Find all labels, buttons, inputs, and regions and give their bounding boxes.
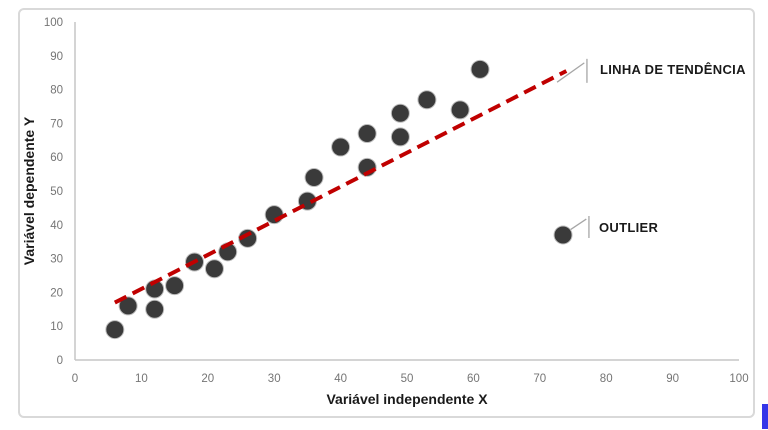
trend-callout: [556, 62, 585, 83]
scatter-point: [470, 59, 490, 79]
x-tick-label: 100: [729, 373, 748, 385]
x-tick-label: 10: [135, 373, 148, 385]
y-tick-label: 10: [50, 321, 63, 333]
y-tick-label: 70: [50, 118, 63, 130]
y-tick-label: 50: [50, 186, 63, 198]
y-tick-label: 100: [44, 17, 63, 29]
scatter-point: [165, 276, 185, 296]
x-tick-label: 20: [201, 373, 214, 385]
scatter-point: [105, 320, 125, 340]
scatter-point: [304, 167, 324, 187]
y-tick-label: 20: [50, 287, 63, 299]
outlier-point: [553, 225, 573, 245]
x-tick-label: 60: [467, 373, 480, 385]
x-axis-title: Variável independente X: [326, 391, 488, 407]
scatter-point: [145, 299, 165, 319]
x-tick-label: 30: [268, 373, 281, 385]
y-tick-label: 0: [57, 355, 63, 367]
scatter-point: [238, 228, 258, 248]
x-tick-label: 70: [533, 373, 546, 385]
scatter-point: [357, 124, 377, 144]
scatter-point: [264, 205, 284, 225]
scatter-point: [204, 259, 224, 279]
scatter-point: [450, 100, 470, 120]
outlier-label: OUTLIER: [599, 220, 659, 235]
scatter-point: [390, 127, 410, 147]
x-tick-label: 0: [72, 373, 78, 385]
scatter-point: [118, 296, 138, 316]
scatter-point: [417, 90, 437, 110]
trend-line: [113, 69, 568, 305]
x-tick-label: 40: [334, 373, 347, 385]
cursor-bar: [762, 404, 768, 429]
y-tick-label: 40: [50, 220, 63, 232]
y-tick-label: 80: [50, 85, 63, 97]
y-tick-label: 60: [50, 152, 63, 164]
x-tick-label: 90: [666, 373, 679, 385]
chart-frame: [18, 8, 755, 418]
x-tick-label: 80: [600, 373, 613, 385]
trend-line-label: LINHA DE TENDÊNCIA: [600, 62, 746, 77]
x-tick-label: 50: [401, 373, 414, 385]
scatter-point: [390, 103, 410, 123]
y-tick-label: 90: [50, 51, 63, 63]
y-tick-label: 30: [50, 254, 63, 266]
y-axis-title: Variável dependente Y: [21, 116, 37, 266]
scatter-point: [331, 137, 351, 157]
